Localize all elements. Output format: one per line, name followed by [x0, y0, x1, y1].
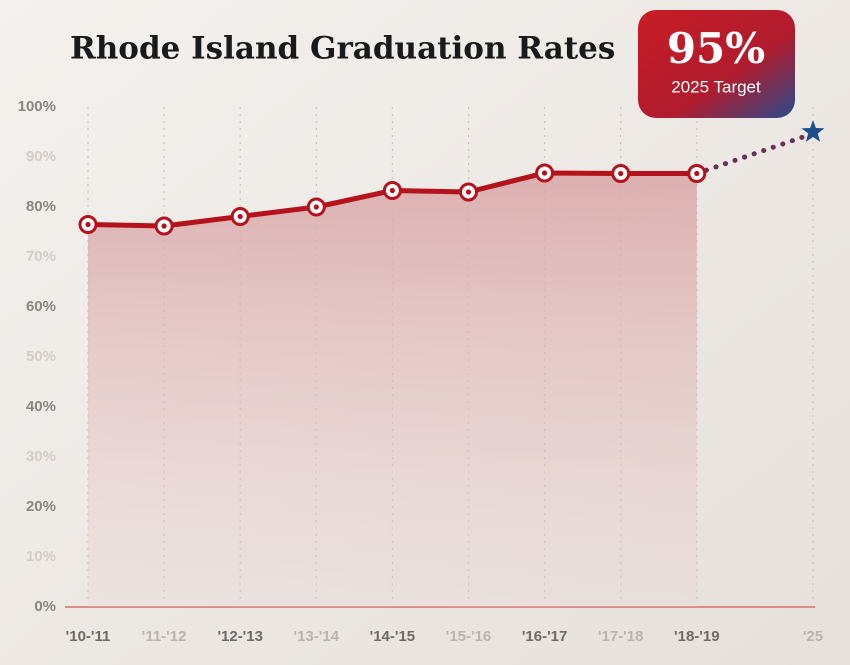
x-tick-label: '18-'19	[674, 628, 720, 645]
marker-dot	[389, 187, 395, 194]
y-tick-label: 60%	[26, 298, 56, 315]
x-tick-label: '12-'13	[217, 628, 263, 645]
marker-dot	[237, 213, 243, 220]
y-tick-label: 30%	[26, 448, 56, 465]
y-tick-label: 70%	[26, 248, 56, 265]
y-tick-label: 100%	[18, 98, 56, 115]
x-tick-label: '16-'17	[522, 628, 568, 645]
marker-dot	[465, 189, 472, 195]
x-tick-label: '25	[803, 628, 823, 645]
y-tick-label: 10%	[26, 548, 56, 565]
marker-dot	[161, 223, 167, 229]
y-tick-label: 50%	[26, 348, 56, 365]
marker-dot	[618, 170, 624, 177]
marker-dot	[85, 221, 91, 228]
x-tick-label: '13-'14	[294, 628, 340, 645]
y-tick-label: 20%	[26, 498, 56, 515]
chart-title: Rhode Island Graduation Rates	[70, 31, 615, 67]
x-tick-label: '15-'16	[446, 628, 492, 645]
marker-dot	[694, 170, 700, 177]
y-tick-label: 40%	[26, 398, 56, 415]
marker-dot	[313, 204, 319, 210]
badge-box	[638, 10, 795, 118]
marker-dot	[542, 170, 548, 176]
target-star	[801, 120, 825, 142]
x-tick-label: '10-'11	[66, 628, 111, 645]
y-tick-label: 0%	[34, 598, 56, 615]
target-badge: 95% 2025 Target	[638, 10, 795, 118]
target-value: 95%	[667, 24, 765, 73]
target-caption: 2025 Target	[671, 77, 761, 96]
x-tick-label: '14-'15	[370, 628, 416, 645]
area	[88, 173, 697, 607]
y-tick-label: 80%	[26, 198, 56, 215]
y-tick-label: 90%	[26, 148, 56, 165]
x-tick-label: '17-'18	[598, 628, 644, 645]
target-connector	[694, 134, 806, 176]
x-tick-label: '11-'12	[142, 628, 187, 645]
